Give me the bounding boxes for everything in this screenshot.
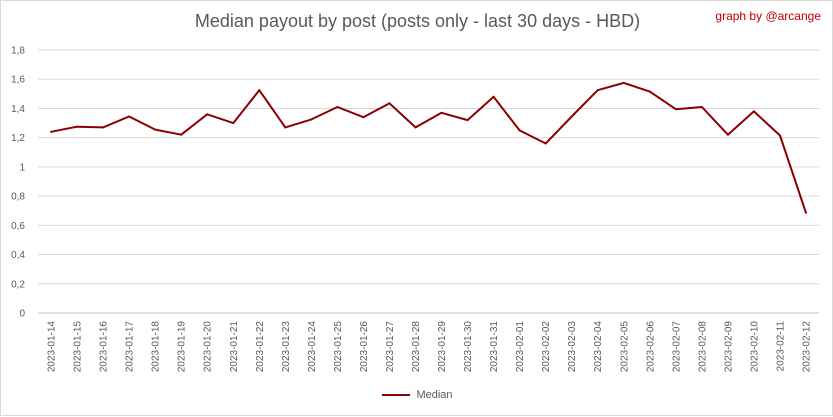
- x-tick-label: 2023-01-19: [177, 321, 188, 373]
- data-point: [466, 119, 469, 122]
- data-point: [336, 105, 339, 108]
- x-tick-label: 2023-02-06: [645, 321, 656, 373]
- y-tick-label: 0: [19, 309, 25, 320]
- x-tick-label: 2023-01-14: [47, 321, 58, 373]
- data-point: [674, 108, 677, 111]
- y-tick-label: 1,4: [11, 104, 25, 115]
- data-point: [752, 110, 755, 113]
- data-point: [310, 118, 313, 121]
- data-point: [596, 89, 599, 92]
- x-tick-label: 2023-02-10: [749, 321, 760, 373]
- data-point: [622, 81, 625, 84]
- x-tick-label: 2023-02-01: [515, 321, 526, 373]
- data-point: [232, 122, 235, 125]
- x-tick-label: 2023-01-24: [307, 321, 318, 373]
- x-tick-label: 2023-01-16: [99, 321, 110, 373]
- legend-swatch: [382, 394, 411, 396]
- data-point: [804, 211, 807, 214]
- data-point: [388, 102, 391, 105]
- x-tick-label: 2023-02-08: [697, 321, 708, 373]
- data-point: [700, 105, 703, 108]
- data-point: [258, 89, 261, 92]
- credit-label: graph by @arcange: [715, 9, 821, 23]
- x-tick-label: 2023-02-04: [593, 321, 604, 373]
- data-point: [440, 111, 443, 114]
- data-point: [648, 90, 651, 93]
- data-point: [414, 126, 417, 129]
- y-tick-label: 1: [19, 162, 25, 173]
- x-tick-label: 2023-01-31: [489, 321, 500, 373]
- x-tick-label: 2023-01-17: [125, 321, 136, 373]
- x-tick-label: 2023-01-25: [333, 321, 344, 373]
- x-tick-label: 2023-01-26: [359, 321, 370, 373]
- x-tick-label: 2023-02-09: [723, 321, 734, 373]
- data-point: [518, 129, 521, 132]
- y-tick-label: 0,4: [11, 250, 25, 261]
- data-point: [206, 113, 209, 116]
- series-line-median: [50, 81, 807, 214]
- x-tick-label: 2023-02-02: [541, 321, 552, 373]
- y-tick-label: 1,8: [11, 46, 25, 57]
- data-point: [76, 125, 79, 128]
- x-tick-label: 2023-02-05: [619, 321, 630, 373]
- data-point: [778, 134, 781, 137]
- x-tick-label: 2023-02-07: [671, 321, 682, 373]
- data-point: [362, 116, 365, 119]
- x-tick-label: 2023-01-15: [73, 321, 84, 373]
- data-point: [128, 115, 131, 118]
- x-tick-label: 2023-01-21: [229, 321, 240, 373]
- data-point: [50, 130, 53, 133]
- data-point: [284, 126, 287, 129]
- y-tick-label: 1,2: [11, 133, 25, 144]
- y-tick-label: 0,2: [11, 279, 25, 290]
- data-point: [154, 128, 157, 131]
- y-tick-label: 0,8: [11, 192, 25, 203]
- x-tick-label: 2023-02-11: [775, 321, 786, 372]
- chart-title: Median payout by post (posts only - last…: [194, 11, 641, 31]
- x-tick-label: 2023-02-03: [567, 321, 578, 373]
- legend: Median: [1, 389, 833, 401]
- x-tick-label: 2023-01-18: [151, 321, 162, 373]
- x-tick-label: 2023-02-12: [801, 321, 812, 373]
- data-point: [102, 126, 105, 129]
- data-point: [492, 95, 495, 98]
- x-tick-label: 2023-01-22: [255, 321, 266, 373]
- x-tick-label: 2023-01-20: [203, 321, 214, 373]
- y-tick-label: 0,6: [11, 221, 25, 232]
- data-point: [726, 133, 729, 136]
- y-tick-label: 1,6: [11, 75, 25, 86]
- legend-label: Median: [416, 389, 453, 401]
- x-tick-label: 2023-01-29: [437, 321, 448, 373]
- x-tick-label: 2023-01-30: [463, 321, 474, 373]
- data-point: [180, 133, 183, 136]
- data-point: [544, 142, 547, 145]
- x-tick-label: 2023-01-23: [281, 321, 292, 373]
- x-tick-label: 2023-01-27: [385, 321, 396, 373]
- x-tick-label: 2023-01-28: [411, 321, 422, 373]
- data-point: [570, 115, 573, 118]
